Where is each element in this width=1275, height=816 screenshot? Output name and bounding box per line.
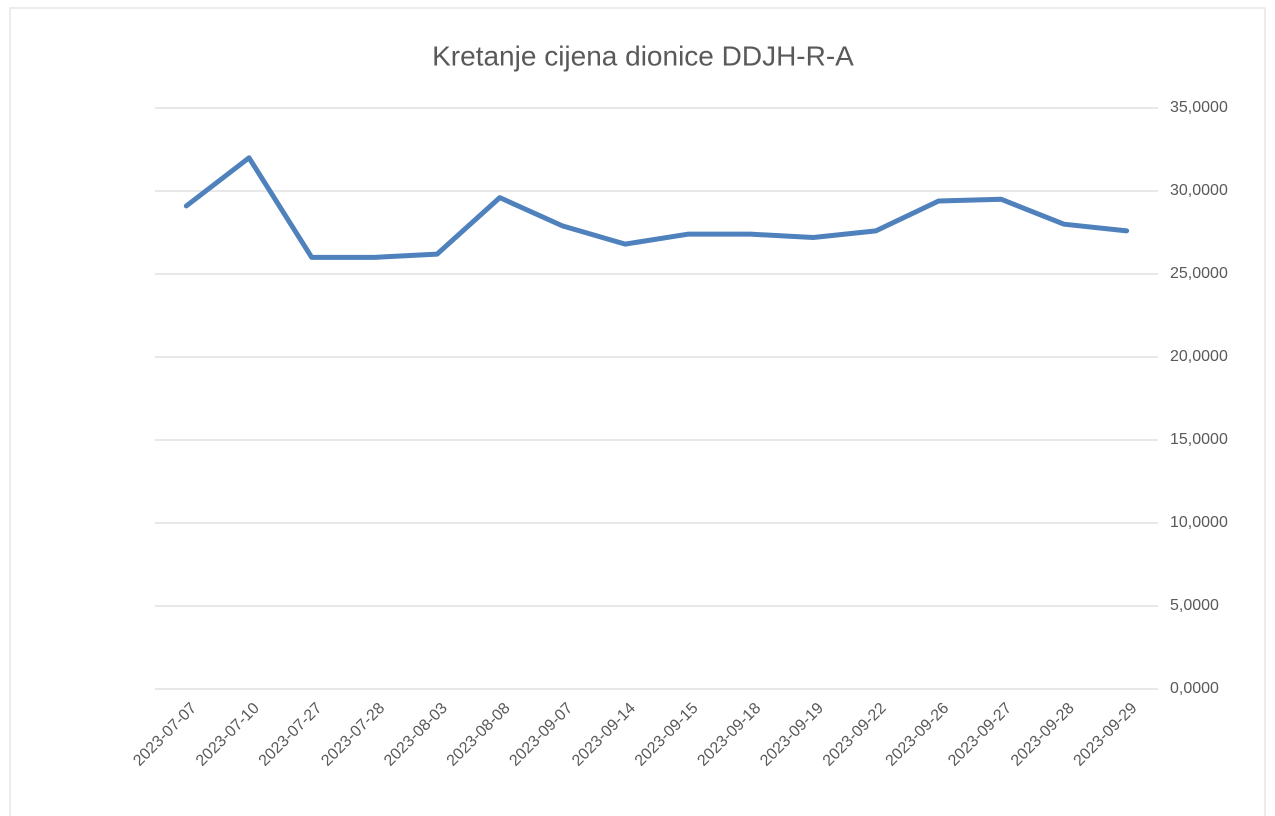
y-tick-label: 20,0000 (1170, 348, 1228, 365)
y-tick-label: 25,0000 (1170, 265, 1228, 282)
y-tick-label: 30,0000 (1170, 182, 1228, 199)
y-tick-label: 10,0000 (1170, 514, 1228, 531)
chart-title: Kretanje cijena dionice DDJH-R-A (432, 40, 854, 71)
chart-frame (9, 7, 1266, 816)
y-tick-label: 5,0000 (1170, 597, 1219, 614)
y-tick-label: 0,0000 (1170, 680, 1219, 697)
y-tick-label: 35,0000 (1170, 99, 1228, 116)
y-tick-label: 15,0000 (1170, 431, 1228, 448)
line-series (183, 155, 1130, 260)
